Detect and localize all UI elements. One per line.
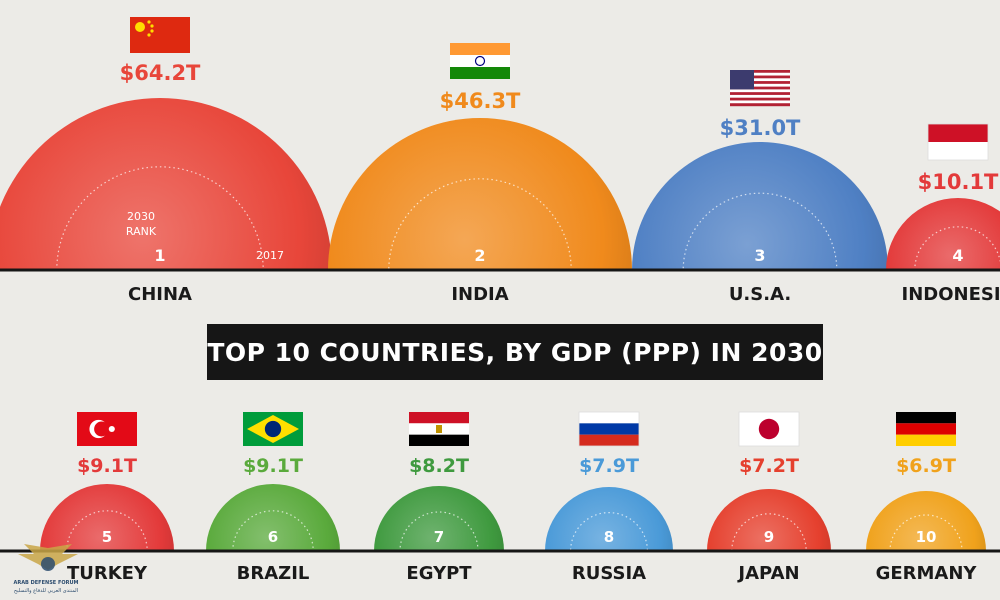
country-name: RUSSIA [572,563,646,584]
rank-label: 9 [764,528,774,546]
country-name: CHINA [128,284,192,305]
value-label: $31.0T [720,116,801,140]
bubble-indonesia [886,198,1000,270]
country-name: BRAZIL [237,563,310,584]
value-label: $7.9T [579,455,639,477]
country-name: EGYPT [406,563,472,584]
value-label: $10.1T [918,170,999,194]
forum-logo [18,544,78,571]
rank-caption: 2030 [127,210,155,223]
forum-logo-title: ARAB DEFENSE FORUM [13,580,79,586]
russia-flag-icon [578,411,640,447]
rank-label: 5 [102,528,112,546]
rank-label: 10 [916,528,937,546]
value-label: $46.3T [440,89,521,113]
rank-label: 7 [434,528,444,546]
country-name: U.S.A. [729,284,791,305]
value-label: $64.2T [120,61,201,85]
bubble-russia [545,487,673,551]
bubble-japan [707,489,831,551]
bubble-germany [866,491,986,551]
china-flag-icon [130,17,190,53]
rank-caption: RANK [126,225,157,238]
value-label: $8.2T [409,455,469,477]
brazil-flag-icon [243,412,303,446]
bubble-egypt [374,486,504,551]
rank-label: 8 [604,528,614,546]
bubble-india [328,118,632,270]
inner-ring [914,226,1000,270]
bubble-brazil [206,484,340,551]
country-name: GERMANY [876,563,978,584]
country-name: INDIA [451,284,508,305]
value-label: $9.1T [77,455,137,477]
inner-ring-year: 2017 [256,249,284,262]
indonesia-flag-icon [927,123,989,161]
value-label: $6.9T [896,455,956,477]
chart-title: TOP 10 COUNTRIES, BY GDP (PPP) IN 2030 [207,324,823,380]
rank-label: 3 [754,246,765,265]
forum-logo-subtitle: المنتدى العربي للدفاع والتسليح [13,588,79,594]
value-label: $7.2T [739,455,799,477]
country-name: JAPAN [736,563,799,584]
bubble-china [0,98,332,270]
bubble-turkey [40,484,174,551]
country-name: INDONESIA [902,284,1000,305]
bubble-usa [632,142,888,270]
inner-ring [682,192,838,270]
japan-flag-icon [738,411,800,447]
country-name: TURKEY [67,563,148,584]
turkey-flag-icon [77,412,137,446]
egypt-flag-icon [409,412,469,446]
rank-label: 1 [154,246,165,265]
rank-label: 6 [268,528,278,546]
germany-flag-icon [896,412,956,446]
india-flag-icon [450,43,510,79]
value-label: $9.1T [243,455,303,477]
rank-label: 2 [474,246,485,265]
usa-flag-icon [730,70,790,107]
rank-label: 4 [952,246,963,265]
